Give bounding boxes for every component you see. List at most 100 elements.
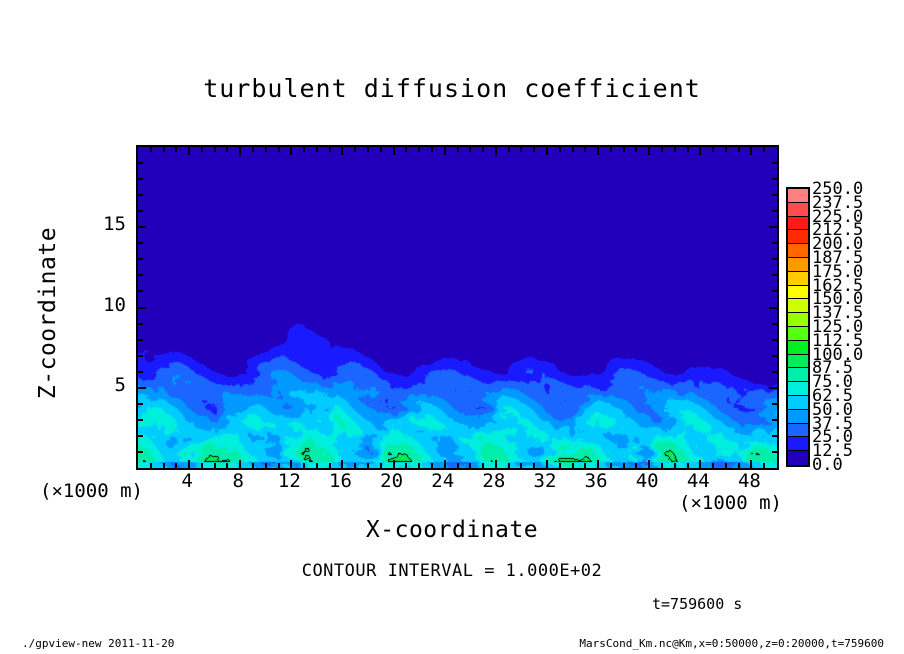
x-axis-tick-label: 48 [737,470,761,492]
x-axis-tick-top [239,147,242,155]
y-axis-tick [138,178,143,181]
x-axis-tick [558,463,561,468]
x-axis-tick-top [533,147,536,152]
y-axis-tick-label: 10 [103,293,126,316]
x-axis-tick-label: 24 [431,470,455,492]
footer-command-label: ./gpview-new 2011-11-20 [22,637,175,650]
y-axis-tick [138,450,143,453]
x-axis-tick-top [456,147,459,152]
x-axis-tick-top [482,147,485,152]
x-axis-tick [571,463,574,468]
x-axis-tick [367,463,370,468]
colorbar-tick-label: 175.0 [812,261,864,282]
x-axis-tick [252,463,255,468]
x-axis-tick [494,460,497,468]
x-axis-tick [660,463,663,468]
x-axis-tick-top [149,147,152,152]
colorbar-tick-label: 12.5 [812,441,853,462]
x-axis-tick-top [443,147,446,155]
x-axis-tick [609,463,612,468]
y-axis-tick [138,386,146,389]
colorbar-tick-label: 237.5 [812,192,864,213]
x-axis-tick-label: 12 [277,470,301,492]
x-axis-tick-top [571,147,574,152]
y-axis-tick-right [772,354,777,357]
x-axis-tick [482,463,485,468]
x-axis-tick-label: 44 [686,470,710,492]
y-axis-tick [138,274,143,277]
x-axis-tick-top [290,147,293,155]
x-axis-tick-label: 16 [329,470,352,492]
colorbar-swatch [788,285,808,300]
y-axis-tick [138,354,143,357]
y-axis-tick [138,306,146,309]
x-axis-tick-top [750,147,753,155]
y-axis-tick-right [772,274,777,277]
y-axis-tick-right [772,450,777,453]
colorbar-tick-label: 62.5 [812,386,853,406]
y-axis-tick-right [772,370,777,373]
colorbar [786,187,810,467]
x-axis-tick [264,463,267,468]
x-axis-tick [712,463,715,468]
x-axis-tick-top [430,147,433,152]
x-axis-tick-top [188,147,191,155]
x-axis-tick-top [597,147,600,155]
x-axis-tick-top [367,147,370,152]
y-axis-tick [138,290,143,293]
colorbar-swatch [788,244,808,258]
x-axis-tick-top [328,147,331,152]
y-axis-tick [138,322,143,325]
colorbar-swatch [788,395,808,410]
x-axis-tick [750,460,753,468]
page-title: turbulent diffusion coefficient [203,74,701,103]
x-axis-tick-label: 32 [533,470,557,492]
x-axis-tick-label: 36 [584,470,608,492]
x-axis-tick [584,463,587,468]
x-axis-tick [520,463,523,468]
x-axis-tick [188,460,191,468]
x-axis-tick [597,460,600,468]
footer-source-label: MarsCond_Km.nc@Km,x=0:50000,z=0:20000,t=… [579,637,884,650]
y-axis-tick-right [772,194,777,197]
x-axis-tick [239,460,242,468]
x-axis-units-label: (×1000 m) [679,492,782,514]
x-axis-tick [635,463,638,468]
x-axis-tick-top [545,147,548,155]
x-axis-tick-top [341,147,344,155]
colorbar-tick-label: 212.5 [812,220,864,241]
colorbar-swatch [788,202,808,217]
colorbar-tick-label: 100.0 [812,344,864,365]
x-axis-tick-top [609,147,612,152]
y-axis-tick [138,418,143,421]
y-axis-tick-right [772,418,777,421]
plot-area [136,145,779,470]
y-axis-tick-right [772,322,777,325]
x-axis-tick-top [673,147,676,152]
x-axis-tick-top [226,147,229,152]
x-axis-tick-label: 20 [380,470,404,492]
x-axis-tick-top [763,147,766,152]
x-axis-tick [175,463,178,468]
x-axis-tick [315,463,318,468]
y-axis-tick [138,370,143,373]
x-axis-tick [507,463,510,468]
x-axis-tick-label: 8 [232,470,244,492]
x-axis-tick-top [584,147,587,152]
x-axis-tick [418,463,421,468]
colorbar-swatch [788,299,808,314]
colorbar-tick-label: 0.0 [812,455,843,475]
y-axis-tick [138,210,143,213]
colorbar-tick-label: 87.5 [812,358,853,379]
x-axis-tick-top [200,147,203,152]
x-axis-tick-top [379,147,382,152]
colorbar-tick-label: 125.0 [812,317,864,337]
colorbar-swatch [788,368,808,383]
colorbar-swatch [788,437,808,452]
x-axis-tick [277,463,280,468]
x-axis-tick-top [303,147,306,152]
colorbar-tick-label: 187.5 [812,248,864,268]
colorbar-tick-label: 200.0 [812,234,864,255]
time-stamp-label: t=759600 s [652,595,743,613]
y-axis-tick-right [772,434,777,437]
